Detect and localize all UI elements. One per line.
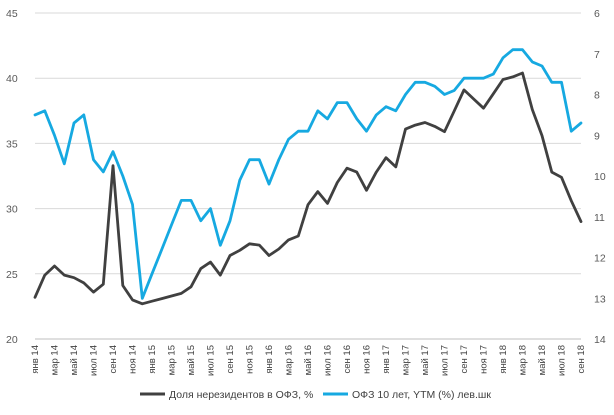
- x-tick-label: мар 14: [50, 345, 61, 375]
- x-axis: янв 14 мар 14 май 14 июл 14 сен 14 ноя 14 янв …: [30, 338, 587, 376]
- y-right-tick-label: 14: [594, 334, 606, 346]
- y-left-tick-label: 20: [6, 334, 18, 346]
- x-tick-label: янв 17: [381, 345, 392, 374]
- x-tick-label: янв 15: [147, 345, 158, 374]
- y-right-tick-label: 10: [594, 171, 606, 183]
- y-right-tick-label: 11: [594, 212, 605, 224]
- x-tick-label: мар 15: [167, 345, 178, 375]
- x-tick-label: ноя 16: [362, 345, 373, 374]
- y-left-tick-label: 25: [6, 269, 18, 281]
- x-tick-label: июл 17: [440, 345, 451, 376]
- series-line-ofz-yield: [33, 48, 583, 300]
- x-tick-label: сен 15: [225, 345, 236, 374]
- x-tick-label: ноя 17: [479, 345, 490, 374]
- x-tick-label: июл 18: [557, 345, 568, 376]
- legend-label-nonresidents: Доля нерезидентов в ОФЗ, %: [169, 389, 313, 401]
- legend-label-ofz-yield: ОФЗ 10 лет, YTM (%) лев.шк: [352, 389, 491, 401]
- y-right-tick-label: 8: [594, 90, 600, 102]
- x-tick-label: янв 18: [498, 345, 509, 374]
- x-tick-label: май 17: [420, 345, 431, 375]
- x-tick-label: июл 16: [323, 345, 334, 376]
- y-right-tick-label: 12: [594, 253, 606, 265]
- x-tick-label: мар 16: [284, 345, 295, 375]
- y-right-tick-label: 13: [594, 293, 606, 305]
- y-left-tick-label: 45: [6, 8, 18, 20]
- y-axis-right: 6 7 8 9 10 11 12 13 14: [594, 8, 606, 346]
- x-tick-label: июл 15: [206, 345, 217, 376]
- y-left-tick-label: 40: [6, 73, 18, 85]
- x-tick-label: май 15: [186, 345, 197, 375]
- y-axis-left: 20 25 30 35 40 45: [6, 8, 18, 346]
- x-tick-label: сен 18: [576, 345, 587, 374]
- x-tick-label: май 18: [537, 345, 548, 375]
- x-tick-label: сен 16: [342, 345, 353, 374]
- x-tick-label: май 16: [303, 345, 314, 375]
- y-left-tick-label: 35: [6, 138, 18, 150]
- x-tick-label: янв 14: [30, 345, 41, 374]
- legend: Доля нерезидентов в ОФЗ, % ОФЗ 10 лет, Y…: [140, 389, 491, 401]
- x-tick-label: ноя 15: [245, 345, 256, 374]
- series-lines: [33, 48, 583, 306]
- x-tick-label: сен 17: [459, 345, 470, 374]
- x-tick-label: май 14: [69, 345, 80, 375]
- y-left-tick-label: 30: [6, 204, 18, 216]
- series-line-nonresidents: [33, 71, 583, 306]
- x-tick-label: сен 14: [108, 345, 119, 374]
- y-right-tick-label: 9: [594, 130, 600, 142]
- x-tick-label: ноя 14: [128, 345, 139, 374]
- x-tick-label: янв 16: [264, 345, 275, 374]
- x-tick-label: мар 17: [401, 345, 412, 375]
- y-right-tick-label: 7: [594, 49, 600, 61]
- y-right-tick-label: 6: [594, 8, 600, 20]
- x-tick-label: июл 14: [89, 345, 100, 376]
- x-tick-label: мар 18: [518, 345, 529, 375]
